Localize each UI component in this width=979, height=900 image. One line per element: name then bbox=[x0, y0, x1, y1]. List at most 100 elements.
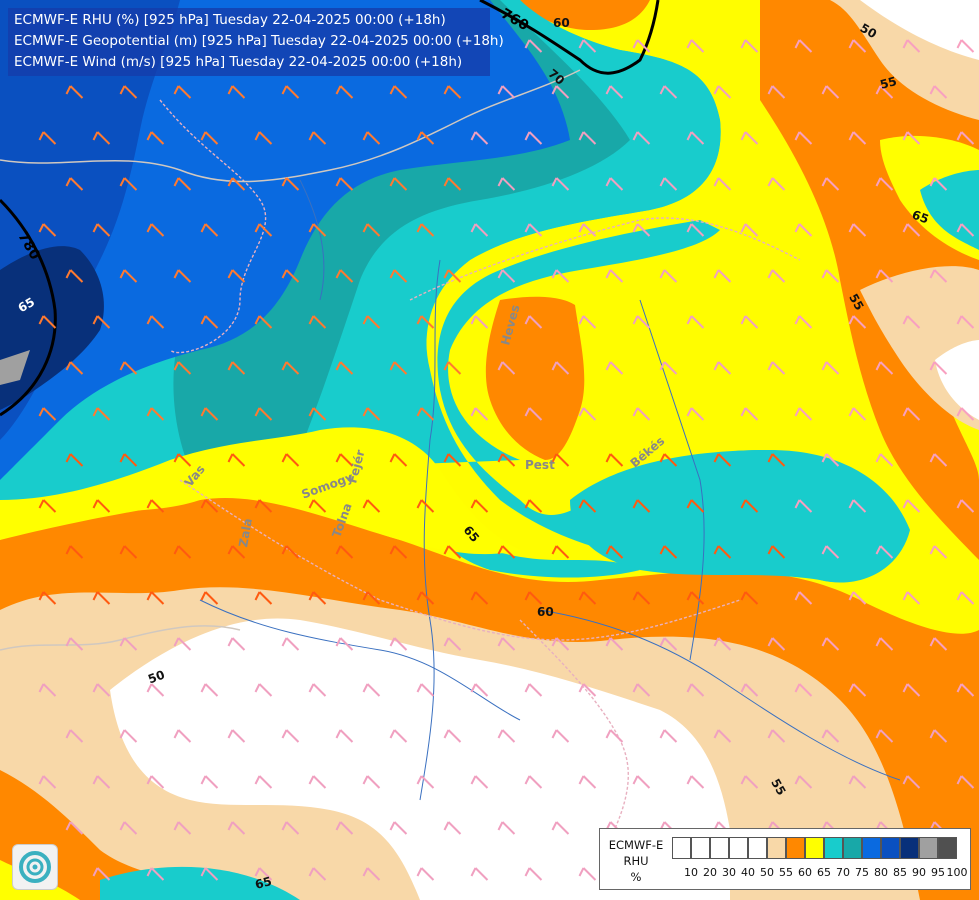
wind-barb-icon bbox=[254, 315, 273, 329]
legend-swatch bbox=[938, 837, 957, 859]
wind-barb-icon bbox=[308, 223, 327, 237]
wind-barb-icon bbox=[227, 177, 246, 191]
wind-barb-icon bbox=[173, 453, 192, 467]
wind-barb-icon bbox=[227, 637, 246, 651]
rhu-area-80 bbox=[0, 0, 570, 480]
wind-barb-icon bbox=[173, 177, 192, 191]
wind-barb-icon bbox=[713, 453, 732, 467]
wind-barb-icon bbox=[38, 407, 57, 421]
legend-tick-label: 75 bbox=[855, 866, 869, 879]
wind-barb-icon bbox=[254, 775, 273, 789]
wind-barb-icon bbox=[92, 775, 111, 789]
wind-barb-icon bbox=[65, 453, 84, 467]
wind-barb-icon bbox=[605, 269, 624, 283]
wind-barb-icon bbox=[173, 361, 192, 375]
wind-barb-icon bbox=[578, 683, 597, 697]
wind-barb-icon bbox=[416, 499, 435, 513]
wind-barb-icon bbox=[902, 683, 921, 697]
wind-barb-icon bbox=[875, 361, 894, 375]
wind-barb-icon bbox=[659, 361, 678, 375]
wind-barb-icon bbox=[794, 223, 813, 237]
wind-barb-icon bbox=[146, 407, 165, 421]
wind-barb-icon bbox=[767, 637, 786, 651]
wind-barb-icon bbox=[902, 131, 921, 145]
wind-barb-icon bbox=[767, 729, 786, 743]
wind-barb-icon bbox=[578, 499, 597, 513]
wind-barb-icon bbox=[740, 683, 759, 697]
wind-barb-icon bbox=[92, 223, 111, 237]
wind-barb-icon bbox=[416, 775, 435, 789]
wind-barb-icon bbox=[875, 637, 894, 651]
ecmwf-swirl-icon bbox=[19, 851, 51, 883]
wind-barb-icon bbox=[956, 223, 975, 237]
wind-barb-icon bbox=[65, 545, 84, 559]
wind-barb-icon bbox=[740, 315, 759, 329]
wind-barb-icon bbox=[443, 85, 462, 99]
legend-tick-label: 95 bbox=[931, 866, 945, 879]
legend-tick-label: 10 bbox=[684, 866, 698, 879]
wind-barb-icon bbox=[524, 499, 543, 513]
wind-barb-icon bbox=[524, 223, 543, 237]
wind-barb-icon bbox=[200, 591, 219, 605]
wind-barb-icon bbox=[281, 177, 300, 191]
legend-tick-label: 80 bbox=[874, 866, 888, 879]
wind-barb-icon bbox=[794, 407, 813, 421]
wind-barb-icon bbox=[335, 453, 354, 467]
wind-barb-icon bbox=[416, 131, 435, 145]
wind-barb-icon bbox=[686, 223, 705, 237]
wind-barb-icon bbox=[524, 39, 543, 53]
wind-barb-icon bbox=[497, 545, 516, 559]
wind-barb-icon bbox=[605, 637, 624, 651]
wind-barb-icon bbox=[254, 867, 273, 881]
wind-barb-icon bbox=[146, 223, 165, 237]
wind-barb-icon bbox=[875, 177, 894, 191]
wind-barb-icon bbox=[929, 177, 948, 191]
wind-barb-icon bbox=[389, 821, 408, 835]
wind-barb-icon bbox=[767, 269, 786, 283]
wind-barb-icon bbox=[65, 729, 84, 743]
wind-barb-icon bbox=[173, 85, 192, 99]
rhu-area-60-heves bbox=[485, 296, 585, 460]
wind-barb-icon bbox=[632, 223, 651, 237]
wind-barb-icon bbox=[362, 867, 381, 881]
wind-barb-icon bbox=[848, 39, 867, 53]
wind-barb-icon bbox=[416, 591, 435, 605]
wind-barb-icon bbox=[686, 407, 705, 421]
wind-barb-icon bbox=[470, 131, 489, 145]
wind-barb-icon bbox=[173, 729, 192, 743]
legend-tick-label: 50 bbox=[760, 866, 774, 879]
legend-tick-label: 90 bbox=[912, 866, 926, 879]
wind-barb-icon bbox=[362, 499, 381, 513]
legend-swatch bbox=[710, 837, 729, 859]
wind-barb-icon bbox=[605, 85, 624, 99]
wind-barb-icon bbox=[497, 85, 516, 99]
wind-barb-icon bbox=[416, 315, 435, 329]
wind-barb-icon bbox=[281, 361, 300, 375]
wind-barb-icon bbox=[173, 821, 192, 835]
wind-barb-icon bbox=[146, 867, 165, 881]
legend-title-line: RHU bbox=[623, 854, 649, 868]
wind-barb-icon bbox=[443, 177, 462, 191]
wind-barb-icon bbox=[470, 315, 489, 329]
wind-barb-icon bbox=[308, 499, 327, 513]
legend-title: ECMWF-E RHU % bbox=[604, 837, 668, 885]
wind-barb-icon bbox=[92, 499, 111, 513]
legend-swatch bbox=[824, 837, 843, 859]
wind-barb-icon bbox=[470, 407, 489, 421]
wind-barb-icon bbox=[659, 637, 678, 651]
wind-barb-icon bbox=[227, 453, 246, 467]
wind-barb-icon bbox=[713, 85, 732, 99]
wind-barb-icon bbox=[389, 361, 408, 375]
wind-barb-icon bbox=[443, 821, 462, 835]
wind-barb-icon bbox=[443, 545, 462, 559]
wind-barb-icon bbox=[686, 39, 705, 53]
wind-barb-icon bbox=[443, 729, 462, 743]
wind-barb-icon bbox=[38, 499, 57, 513]
legend-tick-label: 70 bbox=[836, 866, 850, 879]
wind-barb-icon bbox=[794, 591, 813, 605]
wind-barb-icon bbox=[821, 545, 840, 559]
wind-barb-icon bbox=[713, 269, 732, 283]
wind-barb-icon bbox=[362, 775, 381, 789]
wind-barb-icon bbox=[632, 131, 651, 145]
legend-swatch bbox=[900, 837, 919, 859]
